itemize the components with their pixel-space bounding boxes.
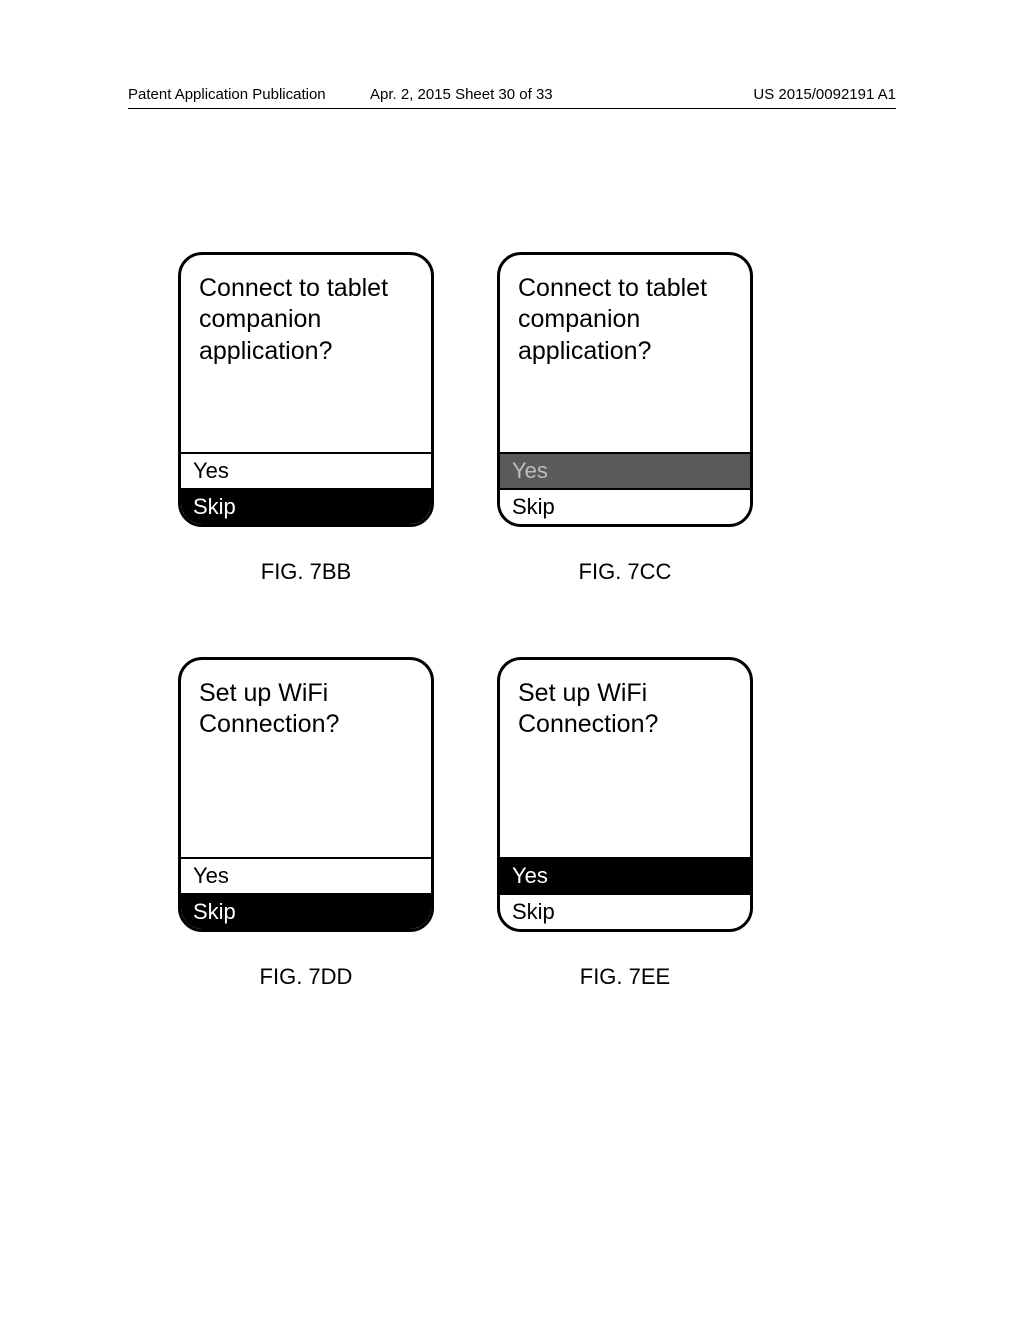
option-yes[interactable]: Yes (181, 857, 431, 893)
page-header: Patent Application Publication Apr. 2, 2… (0, 86, 1024, 103)
option-skip[interactable]: Skip (500, 488, 750, 524)
option-yes[interactable]: Yes (500, 857, 750, 893)
header-date-sheet: Apr. 2, 2015 Sheet 30 of 33 (370, 86, 553, 103)
figure-7dd: Set up WiFi Connection? Yes Skip FIG. 7D… (178, 657, 434, 990)
option-yes[interactable]: Yes (181, 452, 431, 488)
prompt-text: Connect to tablet companion application? (500, 255, 750, 367)
prompt-text: Set up WiFi Connection? (500, 660, 750, 741)
figure-label: FIG. 7EE (580, 964, 670, 990)
prompt-text: Set up WiFi Connection? (181, 660, 431, 741)
figure-7cc: Connect to tablet companion application?… (497, 252, 753, 585)
figure-7bb: Connect to tablet companion application?… (178, 252, 434, 585)
figure-label: FIG. 7CC (579, 559, 672, 585)
header-divider (128, 108, 896, 109)
figure-7ee: Set up WiFi Connection? Yes Skip FIG. 7E… (497, 657, 753, 990)
prompt-text: Connect to tablet companion application? (181, 255, 431, 367)
option-yes-label: Yes (512, 863, 548, 889)
option-yes-label: Yes (193, 863, 229, 889)
device-screen-7ee: Set up WiFi Connection? Yes Skip (497, 657, 753, 932)
option-yes-label: Yes (193, 458, 229, 484)
option-skip-label: Skip (512, 494, 555, 520)
header-patent-number: US 2015/0092191 A1 (753, 86, 896, 103)
option-skip[interactable]: Skip (181, 893, 431, 929)
device-screen-7cc: Connect to tablet companion application?… (497, 252, 753, 527)
option-yes-label: Yes (512, 458, 548, 484)
header-publication: Patent Application Publication (128, 86, 326, 103)
device-screen-7dd: Set up WiFi Connection? Yes Skip (178, 657, 434, 932)
option-yes[interactable]: Yes (500, 452, 750, 488)
option-skip[interactable]: Skip (181, 488, 431, 524)
option-skip-label: Skip (193, 899, 236, 925)
option-skip-label: Skip (512, 899, 555, 925)
option-skip[interactable]: Skip (500, 893, 750, 929)
figure-label: FIG. 7BB (261, 559, 351, 585)
figure-label: FIG. 7DD (260, 964, 353, 990)
option-skip-label: Skip (193, 494, 236, 520)
device-screen-7bb: Connect to tablet companion application?… (178, 252, 434, 527)
